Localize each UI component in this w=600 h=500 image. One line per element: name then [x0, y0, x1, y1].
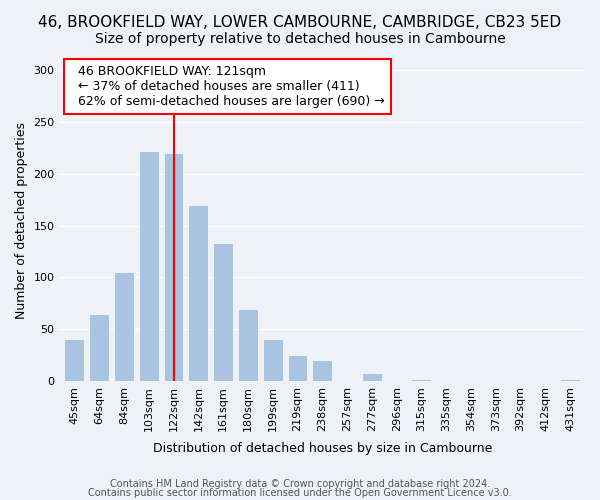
Bar — [412, 379, 431, 381]
Bar — [188, 205, 208, 381]
Bar — [362, 372, 382, 381]
Bar — [114, 272, 134, 381]
Text: 46, BROOKFIELD WAY, LOWER CAMBOURNE, CAMBRIDGE, CB23 5ED: 46, BROOKFIELD WAY, LOWER CAMBOURNE, CAM… — [38, 15, 562, 30]
Text: 46 BROOKFIELD WAY: 121sqm
  ← 37% of detached houses are smaller (411)
  62% of : 46 BROOKFIELD WAY: 121sqm ← 37% of detac… — [70, 65, 385, 108]
Bar — [64, 340, 85, 381]
Text: Contains HM Land Registry data © Crown copyright and database right 2024.: Contains HM Land Registry data © Crown c… — [110, 479, 490, 489]
Text: Size of property relative to detached houses in Cambourne: Size of property relative to detached ho… — [95, 32, 505, 46]
Bar — [313, 360, 332, 381]
Bar — [238, 310, 258, 381]
Bar — [263, 340, 283, 381]
Bar — [89, 314, 109, 381]
Bar — [164, 153, 184, 381]
Y-axis label: Number of detached properties: Number of detached properties — [15, 122, 28, 319]
Text: Contains public sector information licensed under the Open Government Licence v3: Contains public sector information licen… — [88, 488, 512, 498]
Bar — [213, 243, 233, 381]
X-axis label: Distribution of detached houses by size in Cambourne: Distribution of detached houses by size … — [152, 442, 492, 455]
Bar — [287, 355, 307, 381]
Bar — [139, 151, 158, 381]
Bar — [560, 379, 580, 381]
